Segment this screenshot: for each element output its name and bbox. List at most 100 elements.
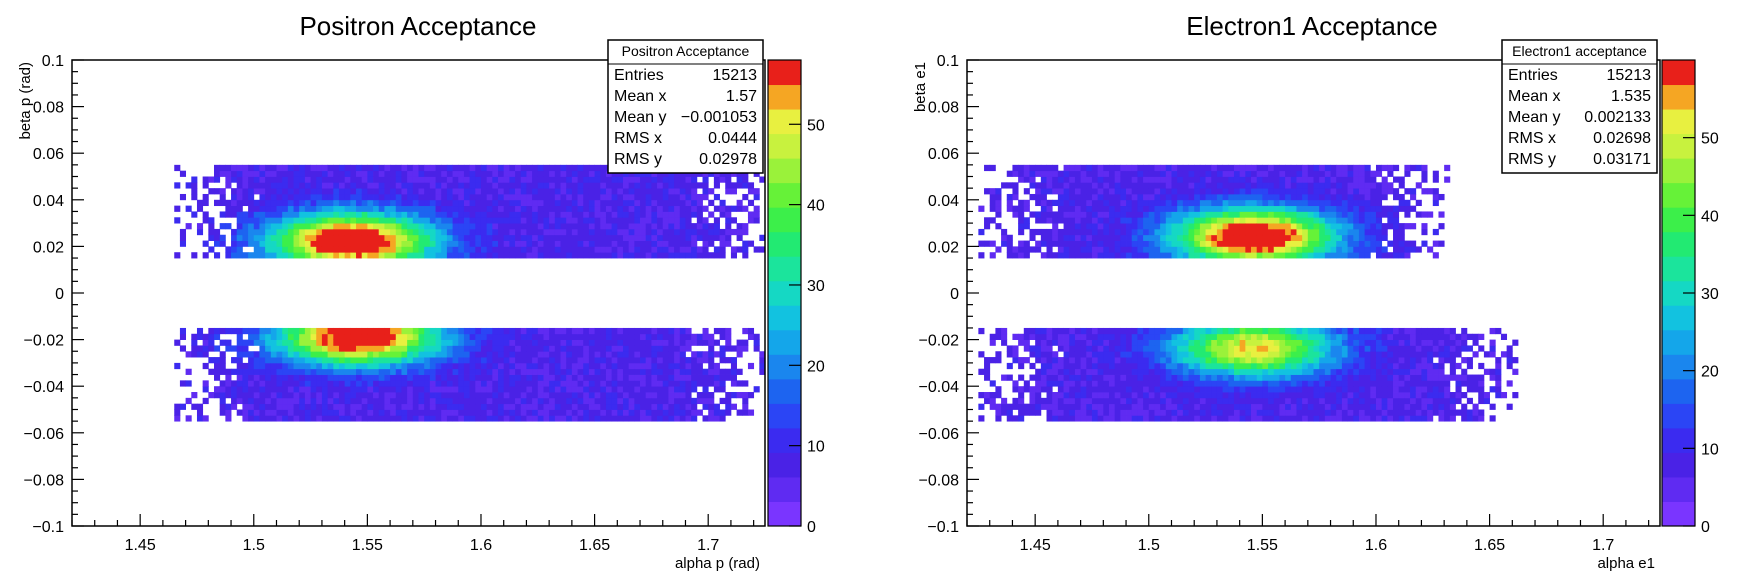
- heatmap-cell: [1177, 380, 1184, 387]
- heatmap-cell: [617, 211, 624, 218]
- heatmap-cell: [321, 234, 329, 241]
- heatmap-cell: [1245, 339, 1252, 346]
- heatmap-cell: [634, 345, 641, 352]
- heatmap-cell: [287, 234, 294, 241]
- heatmap-cell: [1012, 164, 1019, 172]
- heatmap-cell: [526, 252, 533, 259]
- heatmap-cell: [1347, 240, 1354, 247]
- heatmap-cell: [1381, 205, 1388, 212]
- heatmap-cell: [1177, 211, 1184, 218]
- heatmap-cell: [537, 193, 544, 201]
- heatmap-cell: [594, 234, 601, 241]
- heatmap-cell: [458, 188, 465, 195]
- heatmap-cell: [685, 252, 692, 259]
- heatmap-cell: [1063, 176, 1070, 183]
- heatmap-cell: [463, 345, 471, 352]
- heatmap-cell: [287, 380, 294, 387]
- heatmap-cell: [174, 164, 181, 172]
- heatmap-cell: [429, 193, 436, 201]
- heatmap-cell: [1398, 252, 1405, 259]
- heatmap-cell: [725, 170, 732, 177]
- heatmap-cell: [441, 362, 448, 370]
- heatmap-cell: [486, 240, 493, 247]
- heatmap-cell: [1370, 176, 1377, 183]
- heatmap-cell: [1353, 240, 1360, 247]
- heatmap-cell: [441, 205, 448, 212]
- heatmap-cell: [384, 380, 391, 387]
- heatmap-cell: [1160, 333, 1167, 340]
- heatmap-cell: [1160, 223, 1167, 230]
- heatmap-cell: [498, 368, 505, 375]
- heatmap-cell: [367, 368, 374, 375]
- stats-value: 1.57: [726, 88, 757, 105]
- heatmap-cell: [674, 339, 681, 346]
- heatmap-cell: [1086, 252, 1093, 259]
- heatmap-cell: [674, 170, 681, 177]
- heatmap-cell: [1233, 368, 1241, 375]
- heatmap-cell: [1358, 193, 1366, 201]
- heatmap-cell: [231, 397, 238, 405]
- heatmap-cell: [628, 345, 635, 352]
- heatmap-cell: [310, 403, 317, 410]
- heatmap-cell: [622, 327, 630, 335]
- heatmap-cell: [378, 176, 385, 183]
- heatmap-cell: [594, 339, 601, 346]
- heatmap-cell: [685, 397, 692, 405]
- heatmap-cell: [1239, 170, 1246, 177]
- heatmap-cell: [1228, 223, 1235, 230]
- heatmap-cell: [583, 211, 590, 218]
- heatmap-cell: [696, 380, 703, 387]
- heatmap-cell: [299, 386, 306, 393]
- heatmap-cell: [282, 193, 289, 201]
- heatmap-cell: [594, 170, 601, 177]
- heatmap-cell: [1205, 223, 1212, 230]
- heatmap-cell: [1040, 199, 1047, 207]
- heatmap-cell: [1086, 386, 1093, 393]
- heatmap-cell: [600, 205, 607, 212]
- heatmap-cell: [463, 415, 471, 422]
- heatmap-cell: [520, 223, 527, 230]
- heatmap-cell: [1194, 182, 1201, 189]
- heatmap-cell: [390, 234, 397, 241]
- heatmap-cell: [526, 228, 533, 236]
- heatmap-cell: [310, 182, 317, 189]
- heatmap-cell: [588, 223, 595, 230]
- heatmap-cell: [1023, 345, 1030, 352]
- heatmap-cell: [253, 240, 260, 247]
- heatmap-cell: [1046, 246, 1053, 253]
- heatmap-cell: [1074, 409, 1082, 416]
- heatmap-cell: [1143, 228, 1150, 236]
- heatmap-cell: [327, 362, 334, 370]
- heatmap-cell: [1063, 223, 1070, 230]
- heatmap-cell: [645, 386, 652, 393]
- heatmap-cell: [356, 176, 363, 183]
- heatmap-cell: [356, 223, 363, 230]
- heatmap-cell: [503, 240, 510, 247]
- heatmap-cell: [685, 339, 692, 346]
- heatmap-cell: [600, 211, 607, 218]
- heatmap-cell: [435, 368, 442, 375]
- heatmap-cell: [1114, 327, 1121, 335]
- heatmap-cell: [640, 397, 647, 405]
- heatmap-cell: [520, 345, 527, 352]
- heatmap-cell: [1018, 362, 1025, 370]
- heatmap-cell: [407, 386, 414, 393]
- heatmap-cell: [1057, 246, 1064, 253]
- heatmap-cell: [265, 339, 272, 346]
- heatmap-cell: [236, 205, 243, 212]
- heatmap-cell: [344, 362, 351, 370]
- heatmap-cell: [679, 205, 686, 212]
- heatmap-cell: [1364, 223, 1371, 230]
- heatmap-cell: [1256, 403, 1263, 410]
- heatmap-cell: [492, 211, 499, 218]
- heatmap-cell: [327, 397, 334, 405]
- heatmap-cell: [435, 357, 442, 364]
- heatmap-cell: [1285, 176, 1292, 183]
- heatmap-cell: [1114, 380, 1121, 387]
- heatmap-cell: [696, 397, 703, 405]
- heatmap-cell: [1052, 374, 1059, 381]
- heatmap-cell: [333, 252, 340, 259]
- heatmap-cell: [1262, 240, 1269, 247]
- heatmap-cell: [560, 409, 567, 416]
- heatmap-cell: [674, 176, 681, 183]
